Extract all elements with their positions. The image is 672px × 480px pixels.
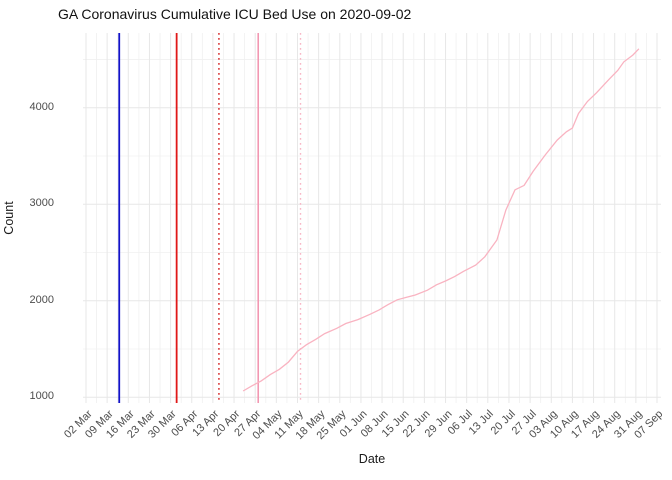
chart-title: GA Coronavirus Cumulative ICU Bed Use on… [58, 6, 412, 22]
y-axis-title: Count [2, 201, 16, 235]
y-tick-label: 2000 [29, 293, 54, 306]
y-tick-label: 1000 [29, 390, 54, 403]
icu-curve [242, 48, 640, 392]
x-axis-title: Date [358, 452, 386, 466]
y-tick-label: 4000 [29, 100, 54, 113]
y-tick-label: 3000 [29, 197, 54, 210]
